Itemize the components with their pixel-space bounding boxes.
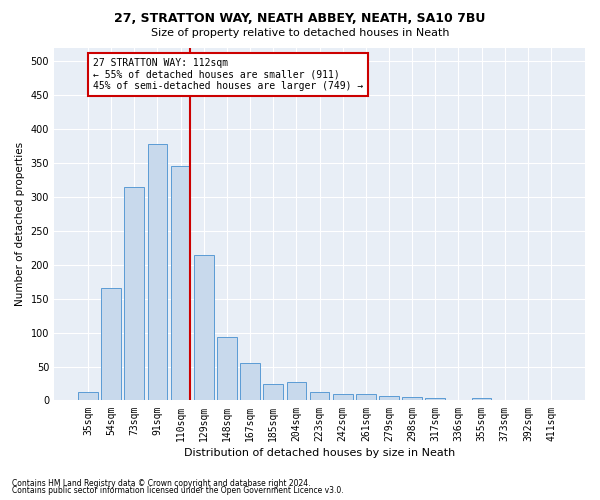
Bar [101, 288, 121, 401]
Bar [379, 396, 399, 400]
Bar [425, 398, 445, 400]
Bar [148, 144, 167, 401]
Bar [402, 397, 422, 400]
Text: Size of property relative to detached houses in Neath: Size of property relative to detached ho… [151, 28, 449, 38]
Bar [310, 392, 329, 400]
Y-axis label: Number of detached properties: Number of detached properties [15, 142, 25, 306]
Text: Contains HM Land Registry data © Crown copyright and database right 2024.: Contains HM Land Registry data © Crown c… [12, 478, 311, 488]
Bar [124, 186, 144, 400]
Bar [217, 338, 237, 400]
Bar [356, 394, 376, 400]
Bar [171, 166, 190, 400]
X-axis label: Distribution of detached houses by size in Neath: Distribution of detached houses by size … [184, 448, 455, 458]
Bar [78, 392, 98, 400]
Bar [263, 384, 283, 400]
Bar [333, 394, 353, 400]
Bar [240, 363, 260, 401]
Text: Contains public sector information licensed under the Open Government Licence v3: Contains public sector information licen… [12, 486, 344, 495]
Bar [472, 398, 491, 400]
Text: 27, STRATTON WAY, NEATH ABBEY, NEATH, SA10 7BU: 27, STRATTON WAY, NEATH ABBEY, NEATH, SA… [115, 12, 485, 26]
Bar [287, 382, 306, 400]
Bar [194, 254, 214, 400]
Text: 27 STRATTON WAY: 112sqm
← 55% of detached houses are smaller (911)
45% of semi-d: 27 STRATTON WAY: 112sqm ← 55% of detache… [92, 58, 363, 91]
